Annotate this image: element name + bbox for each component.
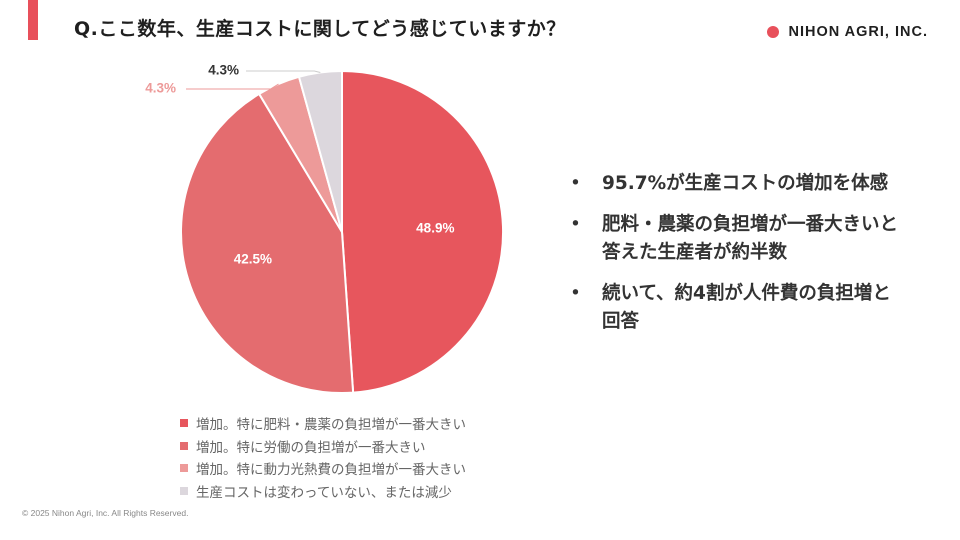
legend-swatch [180, 441, 188, 450]
bullet-icon: • [570, 173, 581, 194]
leader-line [246, 70, 321, 73]
legend-swatch [180, 464, 188, 473]
legend-swatch [180, 486, 188, 495]
chart-legend: 増加。特に肥料・農薬の負担増が一番大きい 増加。特に労働の負担増が一番大きい 増… [180, 412, 466, 502]
legend-item: 増加。特に肥料・農薬の負担増が一番大きい [180, 412, 466, 435]
bullet-icon: • [570, 283, 581, 304]
finding-item: • 続いて、約4割が人件費の負担増と回答 [566, 280, 906, 336]
pie-slice [180, 92, 355, 395]
title-accent-bar [28, 0, 38, 40]
page-title: Q.ここ数年、生産コストに関してどう感じていますか？ [74, 18, 566, 40]
data-label: 4.3% [145, 81, 176, 96]
brand-name: NIHON AGRI, INC. [788, 24, 928, 40]
legend-item: 増加。特に労働の負担増が一番大きい [180, 435, 466, 458]
data-label: 4.3% [208, 63, 239, 78]
pie-slice [341, 69, 505, 394]
finding-text: 続いて、約4割が人件費の負担増と回答 [602, 283, 891, 332]
data-label: 48.9% [416, 220, 454, 235]
finding-item: • 95.7%が生産コストの増加を体感 [566, 170, 906, 198]
data-label: 42.5% [234, 252, 272, 267]
key-findings: • 95.7%が生産コストの増加を体感 • 肥料・農薬の負担増が一番大きいと答え… [566, 170, 906, 349]
brand-logo: NIHON AGRI, INC. [767, 24, 928, 40]
copyright-text: © 2025 Nihon Agri, Inc. All Rights Reser… [22, 508, 189, 518]
legend-label: 増加。特に肥料・農薬の負担増が一番大きい [196, 417, 466, 434]
legend-item: 生産コストは変わっていない、または減少 [180, 480, 466, 503]
legend-item: 増加。特に動力光熱費の負担増が一番大きい [180, 457, 466, 480]
finding-text: 肥料・農薬の負担増が一番大きいと答えた生産者が約半数 [602, 214, 899, 263]
leader-line [186, 83, 279, 90]
legend-label: 増加。特に動力光熱費の負担増が一番大きい [196, 462, 466, 479]
legend-label: 増加。特に労働の負担増が一番大きい [196, 439, 426, 456]
finding-text: 95.7%が生産コストの増加を体感 [602, 173, 889, 194]
legend-label: 生産コストは変わっていない、または減少 [196, 484, 452, 501]
pie-slice [297, 69, 343, 233]
finding-item: • 肥料・農薬の負担増が一番大きいと答えた生産者が約半数 [566, 211, 906, 267]
legend-swatch [180, 419, 188, 428]
brand-dot-icon [767, 26, 780, 38]
bullet-icon: • [570, 214, 581, 235]
